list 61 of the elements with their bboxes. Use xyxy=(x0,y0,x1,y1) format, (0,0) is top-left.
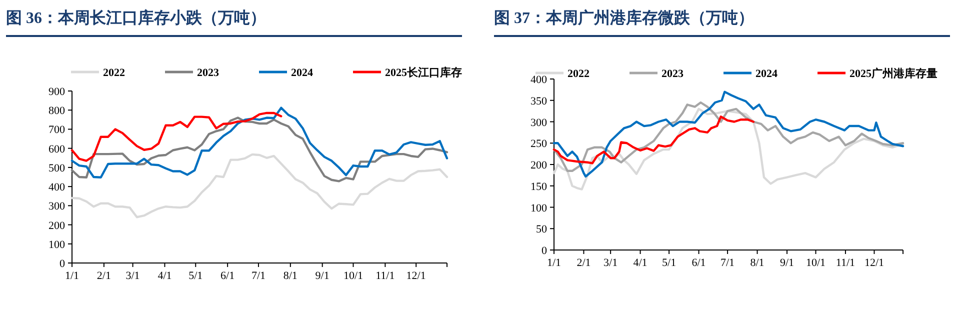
x-tick-label: 4/1 xyxy=(158,270,172,282)
y-tick-label: 900 xyxy=(48,86,66,98)
legend-label: 2022 xyxy=(103,67,126,79)
y-tick-label: 300 xyxy=(48,200,66,213)
legend-label: 2022 xyxy=(568,68,590,80)
x-tick-label: 2/1 xyxy=(96,270,111,282)
y-tick-label: 600 xyxy=(48,143,66,156)
x-tick-label: 12/1 xyxy=(864,257,884,269)
legend-label: 2023 xyxy=(197,67,220,79)
line-series xyxy=(552,116,755,164)
line-series xyxy=(70,116,448,182)
x-tick-label: 11/1 xyxy=(836,257,856,269)
legend-label: 2024 xyxy=(291,67,314,79)
chart-title: 图 37：本周广州港库存微跌（万吨） xyxy=(494,8,950,37)
line-series xyxy=(552,108,904,190)
y-tick-label: 400 xyxy=(48,182,66,194)
legend-label: 2025广州港库存量 xyxy=(850,67,938,80)
y-tick-label: 100 xyxy=(530,202,548,214)
x-tick-label: 3/1 xyxy=(126,270,140,282)
x-tick-label: 7/1 xyxy=(251,270,266,282)
x-tick-label: 1/1 xyxy=(64,270,80,282)
y-tick-label: 0 xyxy=(542,245,548,257)
x-tick-label: 12/1 xyxy=(406,270,426,282)
y-tick-label: 150 xyxy=(530,180,548,193)
x-tick-label: 9/1 xyxy=(780,257,794,269)
x-tick-label: 10/1 xyxy=(806,257,826,269)
legend-label: 2024 xyxy=(756,68,778,80)
y-tick-label: 700 xyxy=(48,124,66,136)
x-tick-label: 8/1 xyxy=(750,257,764,269)
x-tick-label: 8/1 xyxy=(283,270,298,282)
x-tick-label: 3/1 xyxy=(604,257,618,269)
x-tick-label: 11/1 xyxy=(376,270,395,282)
y-tick-label: 350 xyxy=(530,95,548,108)
line-series xyxy=(552,101,904,172)
chart-title: 图 36：本周长江口库存小跌（万吨） xyxy=(6,8,462,37)
legend-label: 2025长江口库存 xyxy=(385,66,462,79)
y-tick-label: 500 xyxy=(48,162,66,174)
x-tick-label: 4/1 xyxy=(633,257,648,269)
line-series xyxy=(552,90,904,178)
legend-label: 2023 xyxy=(662,68,684,80)
y-tick-label: 200 xyxy=(530,160,548,172)
y-tick-label: 200 xyxy=(48,220,66,232)
y-tick-label: 100 xyxy=(48,238,66,251)
line-series xyxy=(70,112,282,162)
y-tick-label: 400 xyxy=(530,74,548,86)
x-tick-label: 5/1 xyxy=(662,257,676,269)
y-tick-label: 50 xyxy=(536,224,548,236)
x-tick-label: 6/1 xyxy=(220,270,235,282)
y-tick-label: 800 xyxy=(48,105,66,118)
line-series xyxy=(70,153,448,218)
x-tick-label: 10/1 xyxy=(343,270,364,282)
line-series xyxy=(70,106,448,178)
y-tick-label: 300 xyxy=(530,116,548,129)
y-tick-label: 0 xyxy=(60,258,66,270)
x-tick-label: 9/1 xyxy=(315,270,330,282)
x-tick-label: 1/1 xyxy=(546,257,562,269)
x-tick-label: 7/1 xyxy=(720,257,735,269)
x-tick-label: 6/1 xyxy=(692,257,706,269)
y-tick-label: 250 xyxy=(530,138,548,150)
x-tick-label: 5/1 xyxy=(188,270,203,282)
x-tick-label: 2/1 xyxy=(576,257,591,269)
